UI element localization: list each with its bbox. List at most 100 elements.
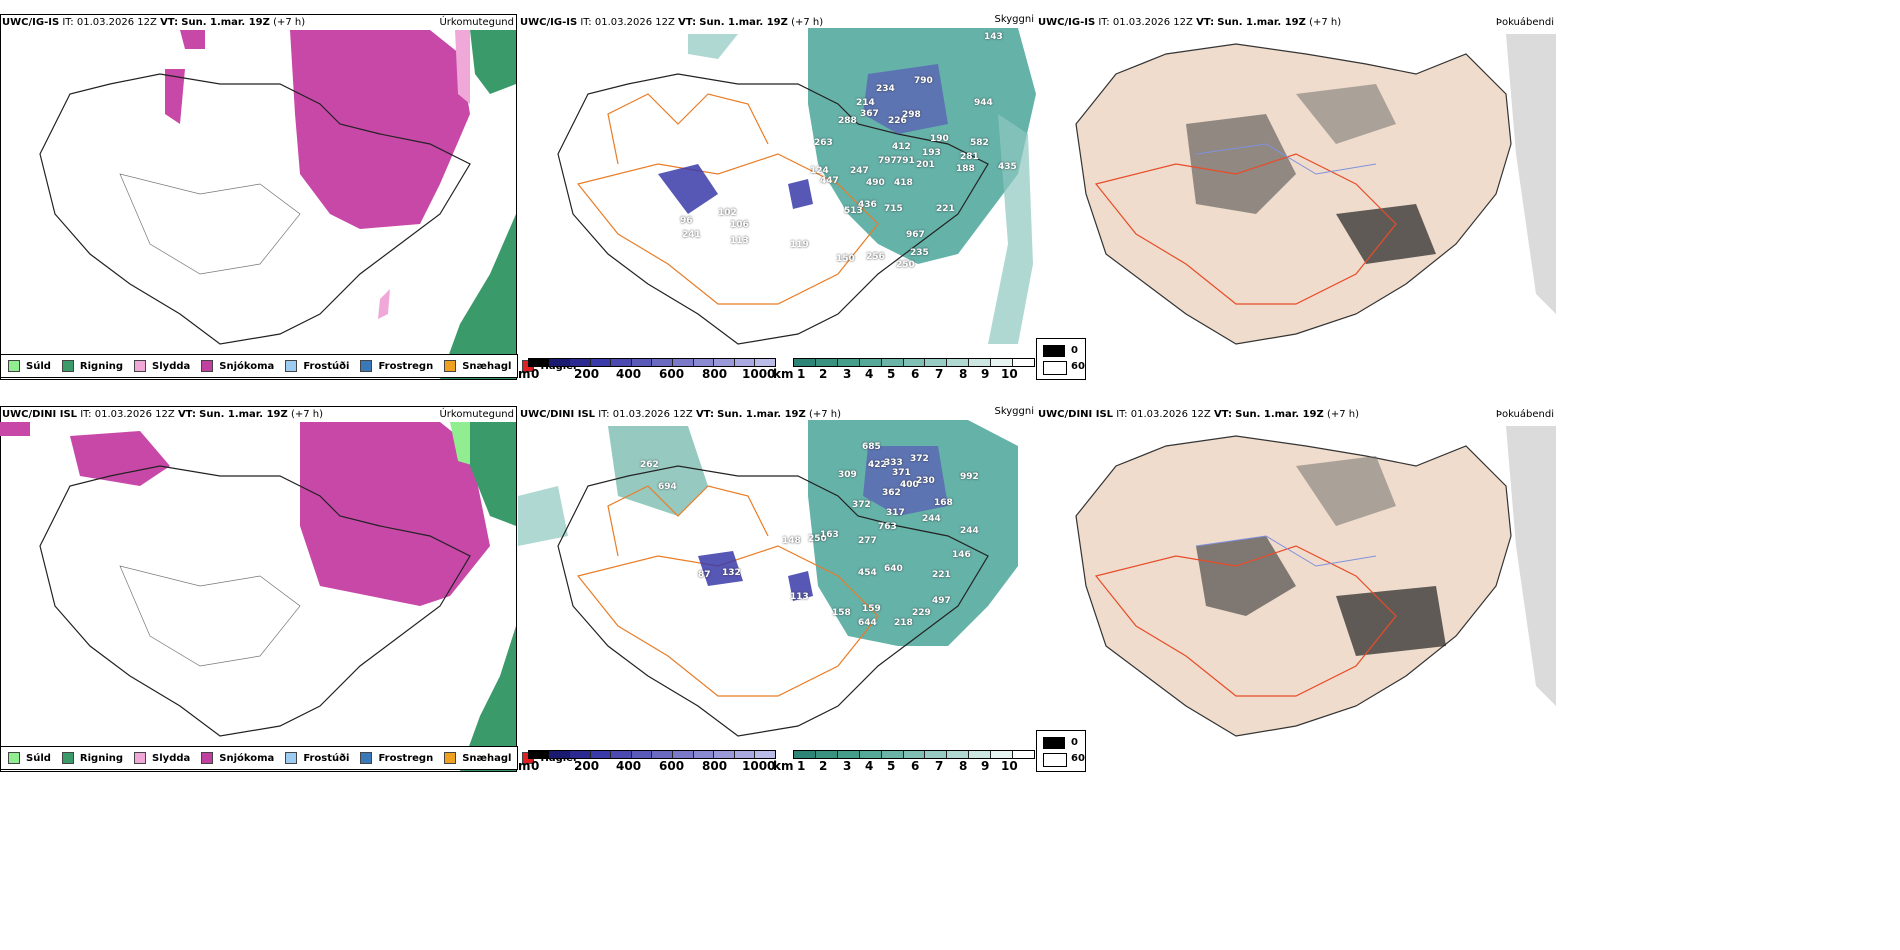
legend-item: Frostúði xyxy=(285,752,349,764)
roads xyxy=(1094,153,1397,305)
cloud-base-label: 582 xyxy=(970,138,989,148)
cloud-base-label: 87 xyxy=(698,570,711,580)
cloud-base-label: 159 xyxy=(862,604,881,614)
precip-type-map-row1: UWC/IG-IS IT: 01.03.2026 12Z VT: Sun. 1.… xyxy=(0,14,518,380)
cloud-base-label: 250 xyxy=(896,260,915,270)
precip-type-legend-row2: Súld Rigning Slydda Snjókoma Frostúði Fr… xyxy=(0,746,576,770)
legend-swatch xyxy=(61,360,74,372)
fog-area xyxy=(1196,536,1296,616)
fog-area xyxy=(1336,586,1446,656)
cloud-base-label: 119 xyxy=(790,240,809,250)
panel-title: UWC/DINI ISL IT: 01.03.2026 12Z VT: Sun.… xyxy=(2,409,323,420)
precip-type-map-svg xyxy=(0,14,517,380)
fog-index-map-row2: UWC/DINI ISL IT: 01.03.2026 12Z VT: Sun.… xyxy=(1036,406,1556,746)
cloud-base-label: 190 xyxy=(930,134,949,144)
snow-area xyxy=(290,30,470,229)
cloud-base-colorbar-row2 xyxy=(528,750,776,759)
rain-area xyxy=(440,214,516,379)
cloud-base-label: 685 xyxy=(862,442,881,452)
cloud-base-label: 244 xyxy=(922,514,941,524)
fog-legend-light-swatch xyxy=(1043,361,1067,375)
low-visibility-area xyxy=(518,486,568,546)
cloud-base-label: 221 xyxy=(936,204,955,214)
roads xyxy=(576,153,879,305)
legend-swatch xyxy=(285,752,298,764)
cloud-base-label: 106 xyxy=(730,220,749,230)
cloud-base-label: 333 xyxy=(884,458,903,468)
iceland-outline xyxy=(39,73,471,345)
cloud-base-label: 247 xyxy=(850,166,869,176)
legend-item: Slydda xyxy=(134,360,190,372)
legend-swatch xyxy=(360,360,373,372)
iceland-outline xyxy=(1075,43,1512,345)
cloud-base-label: 715 xyxy=(884,204,903,214)
cloud-base-label: 791 xyxy=(896,156,915,166)
snow-area xyxy=(300,422,490,606)
precip-type-map-row2: UWC/DINI ISL IT: 01.03.2026 12Z VT: Sun.… xyxy=(0,406,518,772)
cloud-base-label: 372 xyxy=(910,454,929,464)
visibility-map-svg xyxy=(557,28,1036,345)
fog-index-map-svg xyxy=(1075,426,1556,737)
cloud-base-label: 113 xyxy=(790,592,809,602)
panel-title: UWC/IG-IS IT: 01.03.2026 12Z VT: Sun. 1.… xyxy=(520,17,824,28)
cloud-base-label: 230 xyxy=(916,476,935,486)
drizzle-area xyxy=(450,422,475,466)
visibility-ticks-row2: km 1 2 3 4 5 6 7 8 9 10 xyxy=(773,759,1018,773)
legend-item: Snjókoma xyxy=(201,752,274,764)
cloud-base-label: 193 xyxy=(922,148,941,158)
cloud-base-label: 317 xyxy=(886,508,905,518)
snow-area xyxy=(70,431,170,486)
cloud-base-label: 309 xyxy=(838,470,857,480)
cloud-base-label: 763 xyxy=(878,522,897,532)
panel-title: UWC/IG-IS IT: 01.03.2026 12Z VT: Sun. 1.… xyxy=(2,17,306,28)
panel-title: UWC/DINI ISL IT: 01.03.2026 12Z VT: Sun.… xyxy=(520,409,841,420)
legend-swatch xyxy=(134,752,147,764)
legend-item: Súld xyxy=(8,752,51,764)
legend-item: Frostregn xyxy=(360,360,433,372)
snow-area xyxy=(180,30,205,49)
sleet-area xyxy=(455,30,470,104)
cloud-base-label: 418 xyxy=(894,178,913,188)
cloud-base-label: 422 xyxy=(868,460,887,470)
iceland-outline xyxy=(557,465,989,737)
legend-item: Slydda xyxy=(134,752,190,764)
fog-area xyxy=(1506,34,1556,314)
legend-item: Rigning xyxy=(61,752,123,764)
cloud-base-label: 490 xyxy=(866,178,885,188)
cloud-base-label: 263 xyxy=(814,138,833,148)
snow-area xyxy=(165,69,185,124)
fog-area xyxy=(1186,114,1296,214)
rain-area xyxy=(470,30,516,94)
low-visibility-area xyxy=(608,426,708,516)
cloud-base-colorbar-row1 xyxy=(528,358,776,367)
cloud-base-label: 447 xyxy=(820,176,839,186)
cloud-base-label: 244 xyxy=(960,526,979,536)
low-cloud-area xyxy=(863,446,948,516)
panel-variable-title: Þokuábendi xyxy=(1495,409,1554,420)
cloud-base-label: 132 xyxy=(722,568,741,578)
legend-swatch xyxy=(285,360,298,372)
fog-index-map-row1: UWC/IG-IS IT: 01.03.2026 12Z VT: Sun. 1.… xyxy=(1036,14,1556,354)
cloud-base-label: 288 xyxy=(838,116,857,126)
fog-legend-dark-label: 0 xyxy=(1071,345,1078,356)
low-cloud-area xyxy=(788,571,813,601)
cloud-base-label: 797 xyxy=(878,156,897,166)
panel-variable-title: Þokuábendi xyxy=(1495,17,1554,28)
cloud-base-label: 163 xyxy=(820,530,839,540)
cloud-base-label: 124 xyxy=(810,166,829,176)
fog-legend-row1: 0 60 xyxy=(1036,338,1086,380)
low-cloud-area xyxy=(788,179,813,209)
cloud-base-label: 497 xyxy=(932,596,951,606)
cloud-base-label: 168 xyxy=(934,498,953,508)
precip-type-legend-row1: Súld Rigning Slydda Snjókoma Frostúði Fr… xyxy=(0,354,576,378)
precip-type-map-svg xyxy=(0,406,517,772)
cloud-base-label: 102 xyxy=(718,208,737,218)
legend-item: Snæhagl xyxy=(444,752,511,764)
rain-area xyxy=(460,626,516,771)
cloud-base-label: 644 xyxy=(858,618,877,628)
cloud-base-label: 371 xyxy=(892,468,911,478)
legend-swatch xyxy=(444,752,457,764)
cloud-base-label: 158 xyxy=(832,608,851,618)
roads xyxy=(119,173,301,275)
visibility-ticks-row1: km 1 2 3 4 5 6 7 8 9 10 xyxy=(773,367,1018,381)
